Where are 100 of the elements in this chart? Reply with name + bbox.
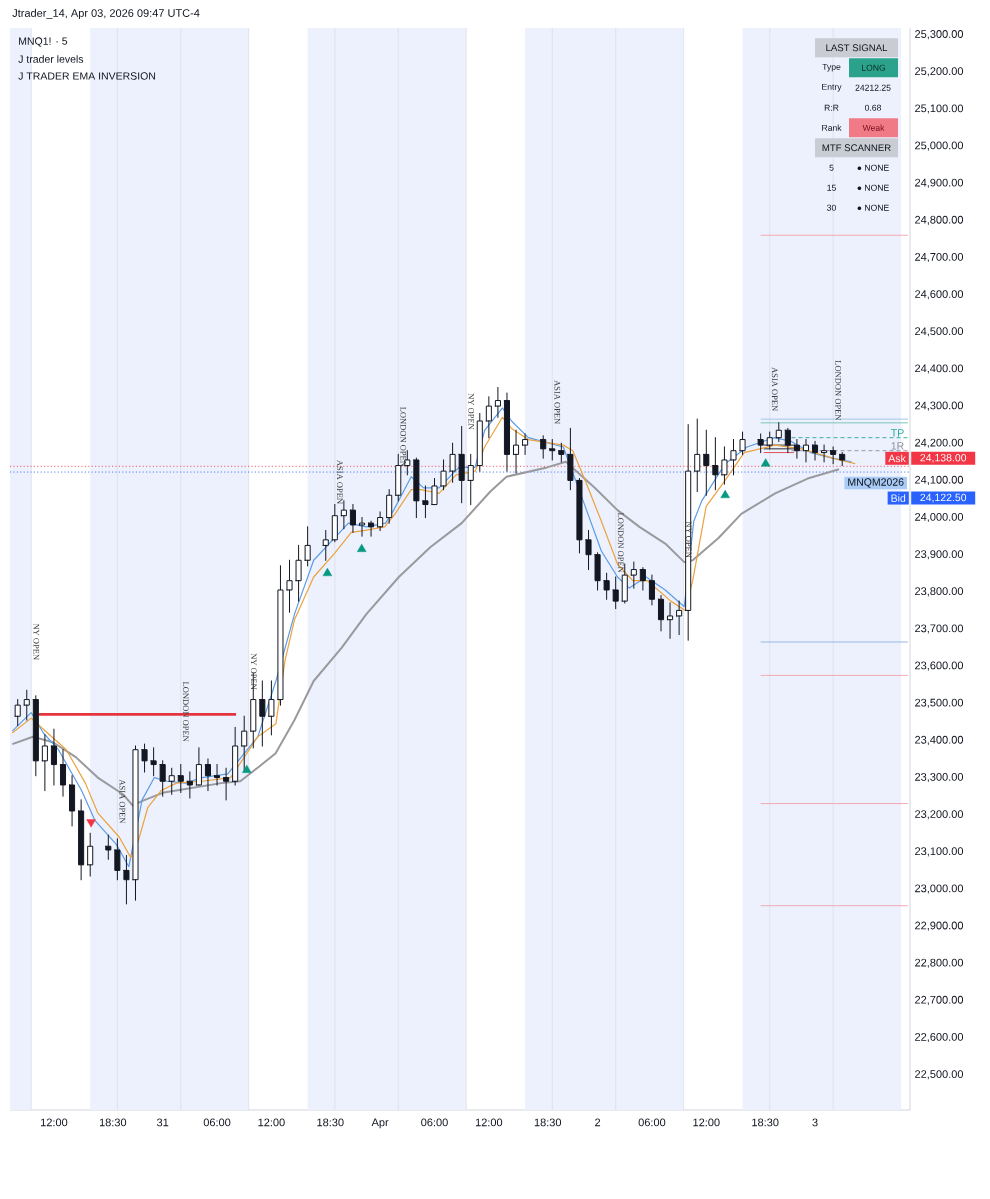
x-tick-label: 18:30 [99,1118,127,1127]
candlestick [476,413,483,472]
candlestick [259,680,266,747]
candlestick [268,680,275,736]
candlestick [114,838,121,881]
annotation: LONDON OPEN [400,406,407,467]
candlestick [612,576,619,610]
y-tick-label: 24,800.00 [915,215,964,225]
y-tick-label: 23,100.00 [915,847,964,857]
annotation: Type [822,63,841,72]
x-tick-label: Apr [371,1118,389,1129]
annotation: NY OPEN [33,623,40,660]
candlestick [585,530,592,571]
y-tick-label: 24,400.00 [915,364,964,374]
candlestick [413,457,420,519]
x-tick-label: 12:00 [693,1118,720,1127]
ref-line-label: Ask [888,454,906,463]
candlestick [177,764,184,793]
candlestick [676,600,683,636]
annotation: ASIA OPEN [119,779,126,824]
candlestick [368,520,375,537]
y-tick-label: 22,800.00 [915,958,964,968]
x-tick-label: 06:00 [421,1118,448,1127]
candlestick [23,689,30,721]
candlestick [214,764,221,786]
annotation: LONDON OPEN [835,360,841,421]
candlestick [494,387,501,418]
candlestick [603,572,610,600]
candlestick [295,544,302,602]
candlestick [277,565,284,706]
ref-line-label: Bid [891,494,906,502]
candlestick [232,726,239,786]
candlestick [123,855,130,905]
point [322,567,333,577]
x-tick-label: 31 [156,1118,169,1127]
candlestick [594,552,601,591]
annotation: NY OPEN [685,521,692,558]
candlestick [512,429,520,474]
annotation: 0.68 [864,104,881,111]
annotation: 24,138.00 [920,453,967,463]
candlestick [648,574,655,606]
candlestick [159,760,166,797]
candlestick [241,715,248,771]
candlestick [87,832,94,877]
annotation: Weak [862,124,885,131]
x-tick-label: 12:00 [475,1118,503,1127]
y-tick-label: 23,000.00 [915,884,964,894]
candlestick [802,439,809,463]
candlestick [349,504,356,533]
candlestick [639,567,646,591]
candlestick [821,444,828,463]
candlestick [811,440,819,461]
annotation: LAST SIGNAL [826,44,888,52]
candlestick [141,743,148,773]
y-tick-label: 23,800.00 [915,587,964,597]
candlestick [168,767,175,795]
text: MNQ1! · 5 [19,37,68,47]
candlestick [540,435,547,459]
candlestick [558,442,565,463]
point [357,543,367,552]
candlestick [386,489,393,524]
candlestick [431,478,438,506]
y-tick-label: 22,500.00 [915,1070,964,1080]
candlestick [105,834,112,860]
y-tick-label: 24,700.00 [915,252,964,263]
x-tick-label: 12:00 [258,1118,285,1127]
candlestick [694,418,701,493]
candlestick [467,453,474,506]
y-tick-label: 25,000.00 [915,141,964,151]
text: Jtrader_14, Apr 03, 2026 09:47 UTC-4 [12,8,200,20]
annotation: R:R [824,104,839,111]
candlestick [503,392,511,472]
candlestick [132,745,139,901]
x-tick-label: 06:00 [638,1118,666,1127]
annotation: ASIA OPEN [771,367,778,411]
y-tick-label: 23,400.00 [915,735,964,745]
annotation: 15 [827,184,836,191]
candlestick [358,517,366,537]
y-tick-label: 23,600.00 [915,661,964,671]
y-tick-label: 23,900.00 [915,550,964,560]
candlestick [730,439,737,476]
y-tick-label: 24,100.00 [915,475,964,485]
candlestick [50,728,57,786]
series-label: 1R [891,442,904,450]
annotation: ● NONE [857,164,889,171]
point [720,489,730,499]
candlestick [839,452,846,467]
annotation: ASIA OPEN [336,459,343,504]
candlestick [186,771,193,799]
annotation: ASIA OPEN [554,380,561,424]
y-tick-label: 23,300.00 [915,773,964,783]
x-tick-label: 06:00 [203,1118,231,1127]
y-tick-label: 23,200.00 [915,810,964,820]
candlestick [703,429,710,496]
candlestick [440,459,447,491]
y-tick-label: 24,300.00 [915,401,964,411]
candlestick [59,749,67,797]
x-tick-label: 2 [595,1118,601,1127]
candlestick [69,775,76,827]
annotation: NY OPEN [250,653,257,690]
